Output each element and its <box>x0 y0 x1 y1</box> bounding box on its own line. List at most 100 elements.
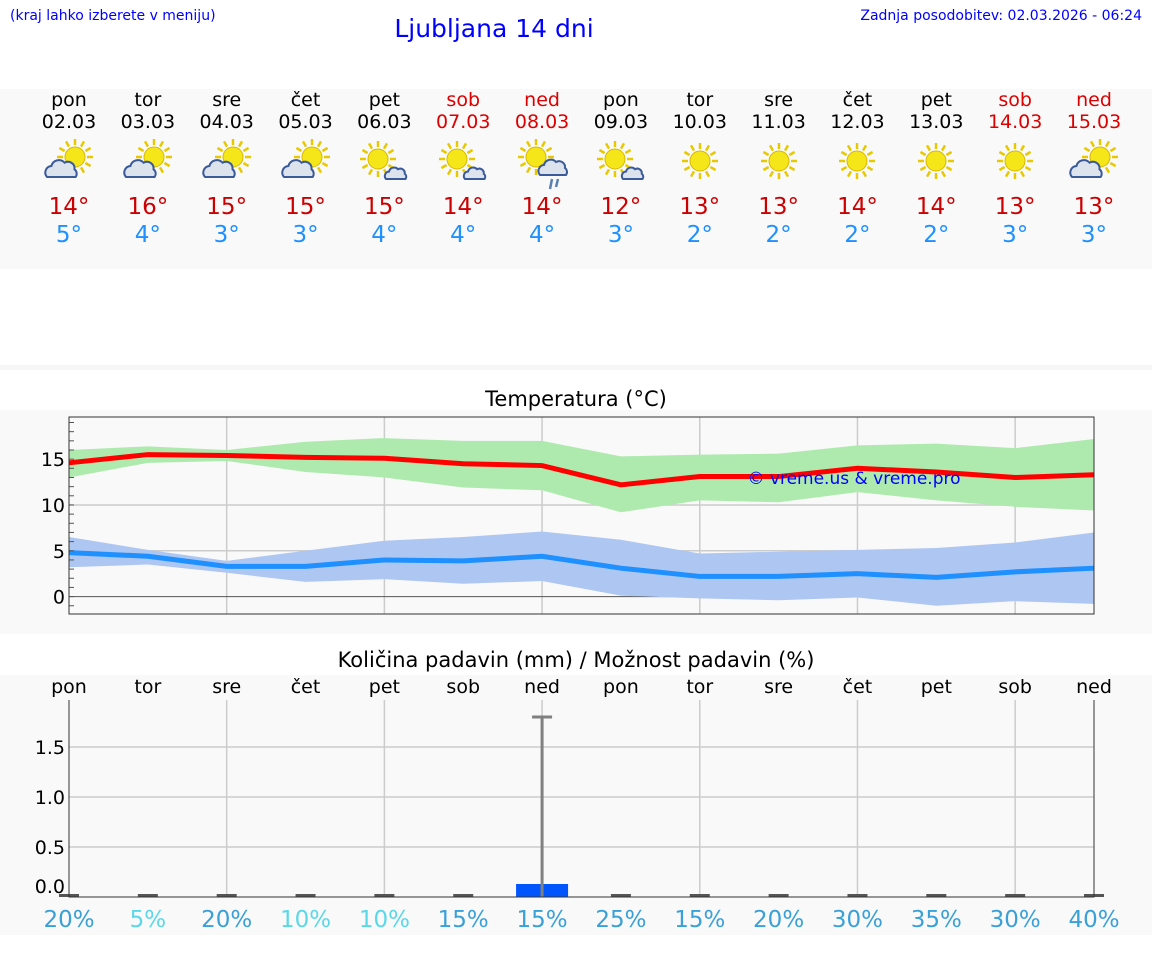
day-name: ned <box>524 89 560 111</box>
day-forecast: pon 02.03 14° 5° <box>29 89 109 249</box>
day-name: sre <box>764 89 794 111</box>
day-forecast: sob 14.03 13° 3° <box>975 89 1055 249</box>
day-label: sre <box>764 676 793 698</box>
day-label: tor <box>134 676 161 698</box>
precip-probability: 15% <box>674 907 725 933</box>
min-temperature: 4° <box>371 222 398 248</box>
sun-behind-cloud-icon <box>118 135 178 191</box>
precip-bar <box>453 894 474 897</box>
day-forecast: pet 06.03 15° 4° <box>344 89 424 249</box>
day-date: 12.03 <box>830 111 885 133</box>
precip-bar <box>137 894 158 897</box>
day-label: tor <box>686 676 713 698</box>
max-temperature: 14° <box>521 194 563 220</box>
day-label: sob <box>998 676 1032 698</box>
day-label: čet <box>291 676 321 698</box>
day-name: pon <box>51 89 87 111</box>
daily-forecast-strip: pon 02.03 14° 5° tor 03.03 16° 4° sre 04.0… <box>0 89 1152 269</box>
y-tick-label: 1.5 <box>35 737 65 759</box>
min-temperature: 2° <box>686 222 713 248</box>
day-date: 05.03 <box>278 111 333 133</box>
sun-small-cloud-icon <box>354 135 414 191</box>
sun-icon <box>985 135 1045 191</box>
sun-behind-cloud-icon <box>39 135 99 191</box>
y-tick-label: 5 <box>53 541 65 563</box>
precip-bar <box>926 894 947 897</box>
max-temperature: 14° <box>915 194 957 220</box>
y-tick-label: 0.0 <box>35 876 65 898</box>
sun-small-cloud-icon <box>591 135 651 191</box>
day-date: 04.03 <box>199 111 254 133</box>
day-date: 10.03 <box>672 111 727 133</box>
day-label: pon <box>51 676 87 698</box>
sun-cloud-rain-icon <box>512 135 572 191</box>
day-forecast: tor 03.03 16° 4° <box>108 89 188 249</box>
min-temperature: 2° <box>923 222 950 248</box>
max-temperature: 13° <box>1073 194 1115 220</box>
precip-bar <box>216 894 237 897</box>
precip-probability: 10% <box>280 907 331 933</box>
day-name: čet <box>842 89 873 111</box>
min-temperature: 3° <box>292 222 319 248</box>
min-temp-range-band <box>69 531 1094 606</box>
max-temperature: 13° <box>758 194 799 220</box>
plot-frame <box>68 700 1095 898</box>
day-forecast: čet 05.03 15° 3° <box>266 89 346 249</box>
sun-behind-cloud-icon <box>1064 135 1124 191</box>
day-forecast: sre 11.03 13° 2° <box>739 89 819 249</box>
location-hint: (kraj lahko izberete v meniju) <box>10 8 216 24</box>
max-temperature: 14° <box>48 194 90 220</box>
last-updated: Zadnja posodobitev: 02.03.2026 - 06:24 <box>860 8 1142 24</box>
day-date: 09.03 <box>593 111 649 133</box>
min-temp-line <box>68 550 1095 580</box>
precip-probability: 30% <box>832 907 883 933</box>
min-temperature: 2° <box>844 222 871 248</box>
day-label: pet <box>369 676 400 698</box>
day-forecast: čet 12.03 14° 2° <box>817 89 897 249</box>
y-tick-label: 15 <box>41 449 65 471</box>
precip-probability: 30% <box>990 907 1041 933</box>
precipitation-chart-title: Količina padavin (mm) / Možnost padavin … <box>337 648 815 672</box>
sun-behind-cloud-icon <box>276 135 336 191</box>
temperature-chart-title: Temperatura (°C) <box>485 387 667 411</box>
day-label: čet <box>843 676 873 698</box>
sun-icon <box>749 135 809 191</box>
day-label: ned <box>1076 676 1112 698</box>
day-label: sre <box>212 676 241 698</box>
max-temperature: 15° <box>285 194 326 220</box>
sun-icon <box>906 135 966 191</box>
sun-small-cloud-icon <box>433 135 493 191</box>
day-name: pet <box>368 89 400 111</box>
sun-icon <box>827 135 887 191</box>
min-temperature: 5° <box>55 222 83 248</box>
max-temperature: 15° <box>363 194 405 220</box>
day-label: pet <box>921 676 952 698</box>
day-name: sre <box>212 89 242 111</box>
y-tick-label: 0.5 <box>35 837 65 859</box>
day-name: pon <box>603 89 639 111</box>
day-date: 13.03 <box>909 111 964 133</box>
day-date: 07.03 <box>436 111 491 133</box>
day-forecast: ned 08.03 14° 4° <box>502 89 582 249</box>
precip-bar <box>768 894 789 897</box>
precip-bar <box>295 894 316 897</box>
min-temperature: 4° <box>134 222 161 248</box>
day-date: 14.03 <box>987 111 1043 133</box>
precip-bar <box>374 894 395 897</box>
day-forecast: pon 09.03 12° 3° <box>581 89 661 249</box>
day-name: tor <box>686 89 714 111</box>
day-name: tor <box>134 89 162 111</box>
day-name: sob <box>446 89 481 111</box>
page-title: Ljubljana 14 dni <box>394 14 594 43</box>
watermark: © vreme.us & vreme.pro <box>747 469 960 489</box>
max-temperature: 15° <box>206 194 248 220</box>
max-temperature: 14° <box>837 194 878 220</box>
precip-probability: 25% <box>595 907 646 933</box>
max-temperature: 12° <box>600 194 642 220</box>
precip-probability: 20% <box>43 907 94 933</box>
precip-probability: 5% <box>130 907 167 933</box>
plot-frame <box>68 416 1095 615</box>
max-temperature: 16° <box>127 194 169 220</box>
min-temperature: 3° <box>607 222 634 248</box>
